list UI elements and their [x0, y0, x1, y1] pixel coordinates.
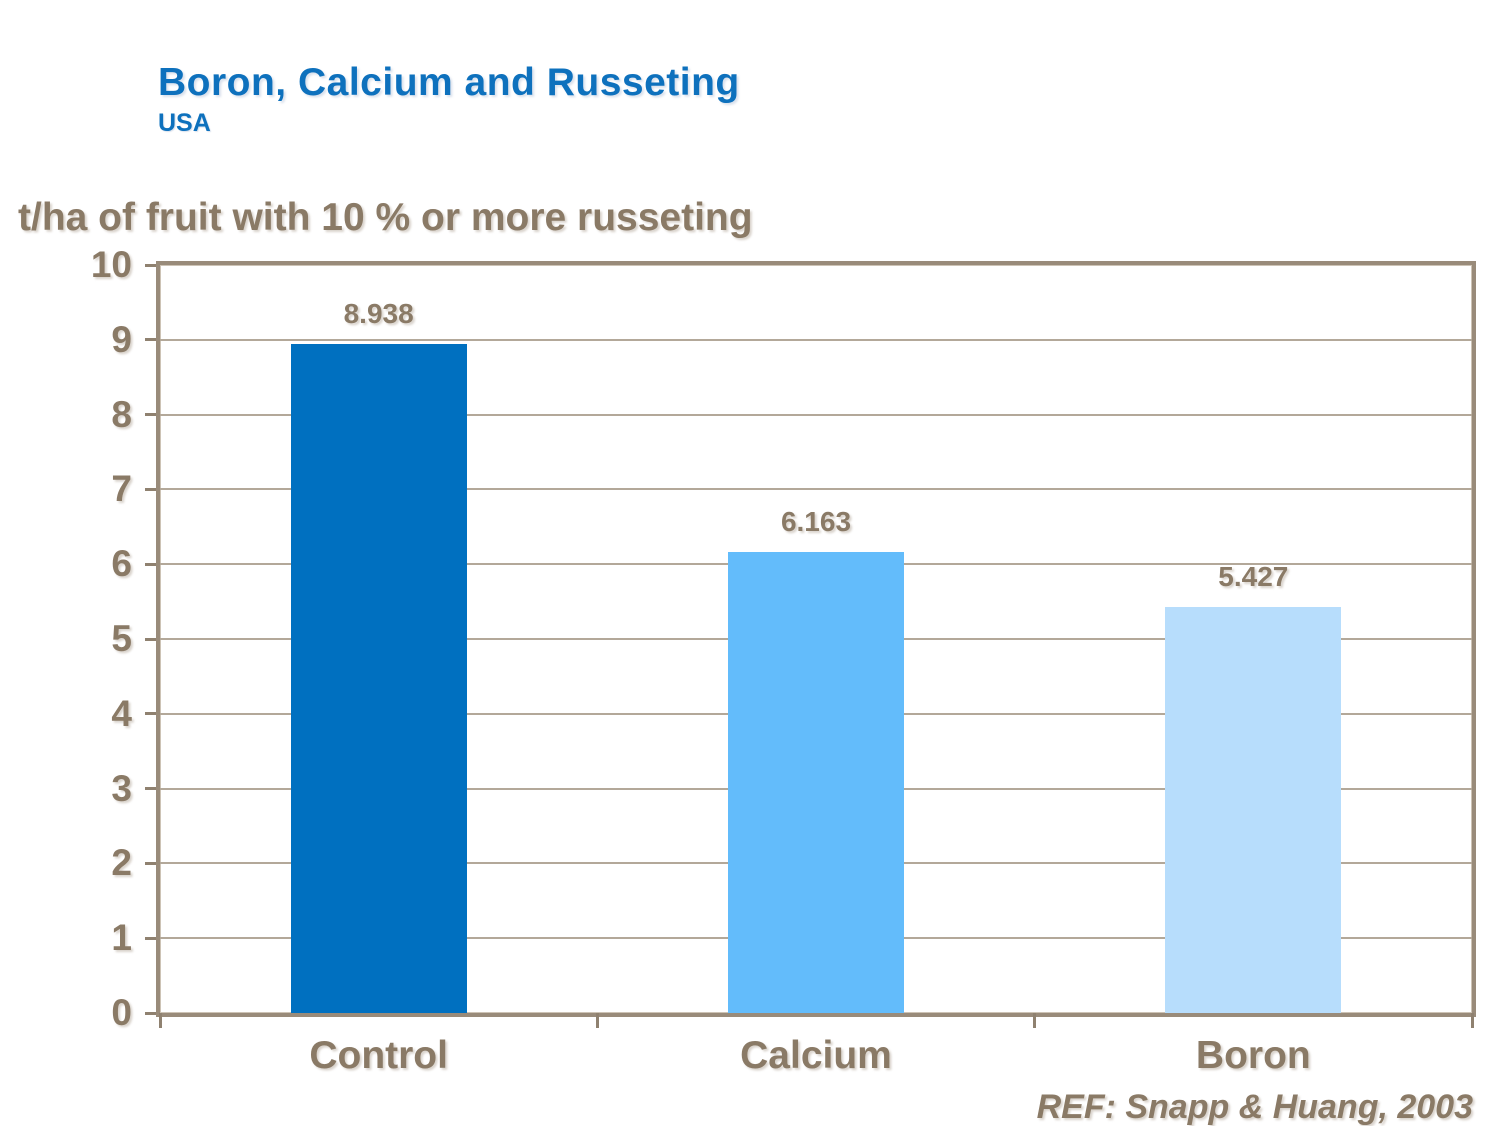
- y-tick-mark-1: [145, 936, 156, 940]
- y-tick-label-4: 4: [111, 692, 132, 734]
- y-tick-label-10: 10: [90, 244, 132, 285]
- y-tick-label-7: 7: [111, 468, 132, 510]
- gridline-9: [160, 338, 1472, 341]
- y-tick-label-8: 8: [111, 393, 132, 435]
- x-boundary-tick-2: [1033, 1013, 1037, 1028]
- category-label-boron: Boron: [1195, 1034, 1311, 1077]
- y-tick-label-1: 1: [111, 917, 132, 959]
- chart-subtitle: USA: [158, 109, 211, 137]
- y-tick-mark-7: [145, 487, 156, 491]
- bar-boron: [1165, 607, 1342, 1013]
- gridline-8: [160, 413, 1472, 416]
- y-tick-mark-3: [145, 787, 156, 791]
- category-label-calcium: Calcium: [740, 1034, 892, 1077]
- y-tick-label-6: 6: [111, 543, 132, 585]
- y-tick-mark-2: [145, 861, 156, 865]
- y-tick-mark-0: [145, 1011, 156, 1015]
- category-label-control: Control: [309, 1034, 448, 1077]
- y-tick-label-2: 2: [111, 842, 132, 884]
- y-tick-label-3: 3: [111, 767, 132, 809]
- x-boundary-tick-3: [1470, 1013, 1474, 1028]
- y-tick-mark-10: [145, 263, 156, 267]
- y-tick-mark-9: [145, 338, 156, 342]
- bar-calcium: [728, 552, 904, 1013]
- y-tick-label-0: 0: [111, 992, 132, 1033]
- bar-value-boron: 5.427: [1218, 561, 1289, 593]
- bar-control: [290, 344, 467, 1013]
- plot-area: 8.938 6.163 5.427: [145, 261, 1476, 1028]
- x-boundary-tick-1: [595, 1013, 599, 1028]
- bar-value-control: 8.938: [343, 298, 414, 330]
- y-tick-mark-8: [145, 413, 156, 417]
- x-boundary-tick-0: [158, 1013, 162, 1028]
- chart-title: Boron, Calcium and Russeting: [158, 61, 740, 104]
- y-tick-mark-6: [145, 562, 156, 566]
- gridline-7: [160, 488, 1472, 491]
- y-tick-mark-4: [145, 712, 156, 716]
- y-axis-title: t/ha of fruit with 10 % or more russetin…: [18, 196, 753, 239]
- y-tick-mark-5: [145, 637, 156, 641]
- y-tick-label-5: 5: [111, 618, 132, 659]
- y-tick-label-9: 9: [111, 318, 132, 360]
- reference-note: REF: Snapp & Huang, 2003: [1036, 1088, 1473, 1126]
- bar-value-calcium: 6.163: [780, 506, 852, 537]
